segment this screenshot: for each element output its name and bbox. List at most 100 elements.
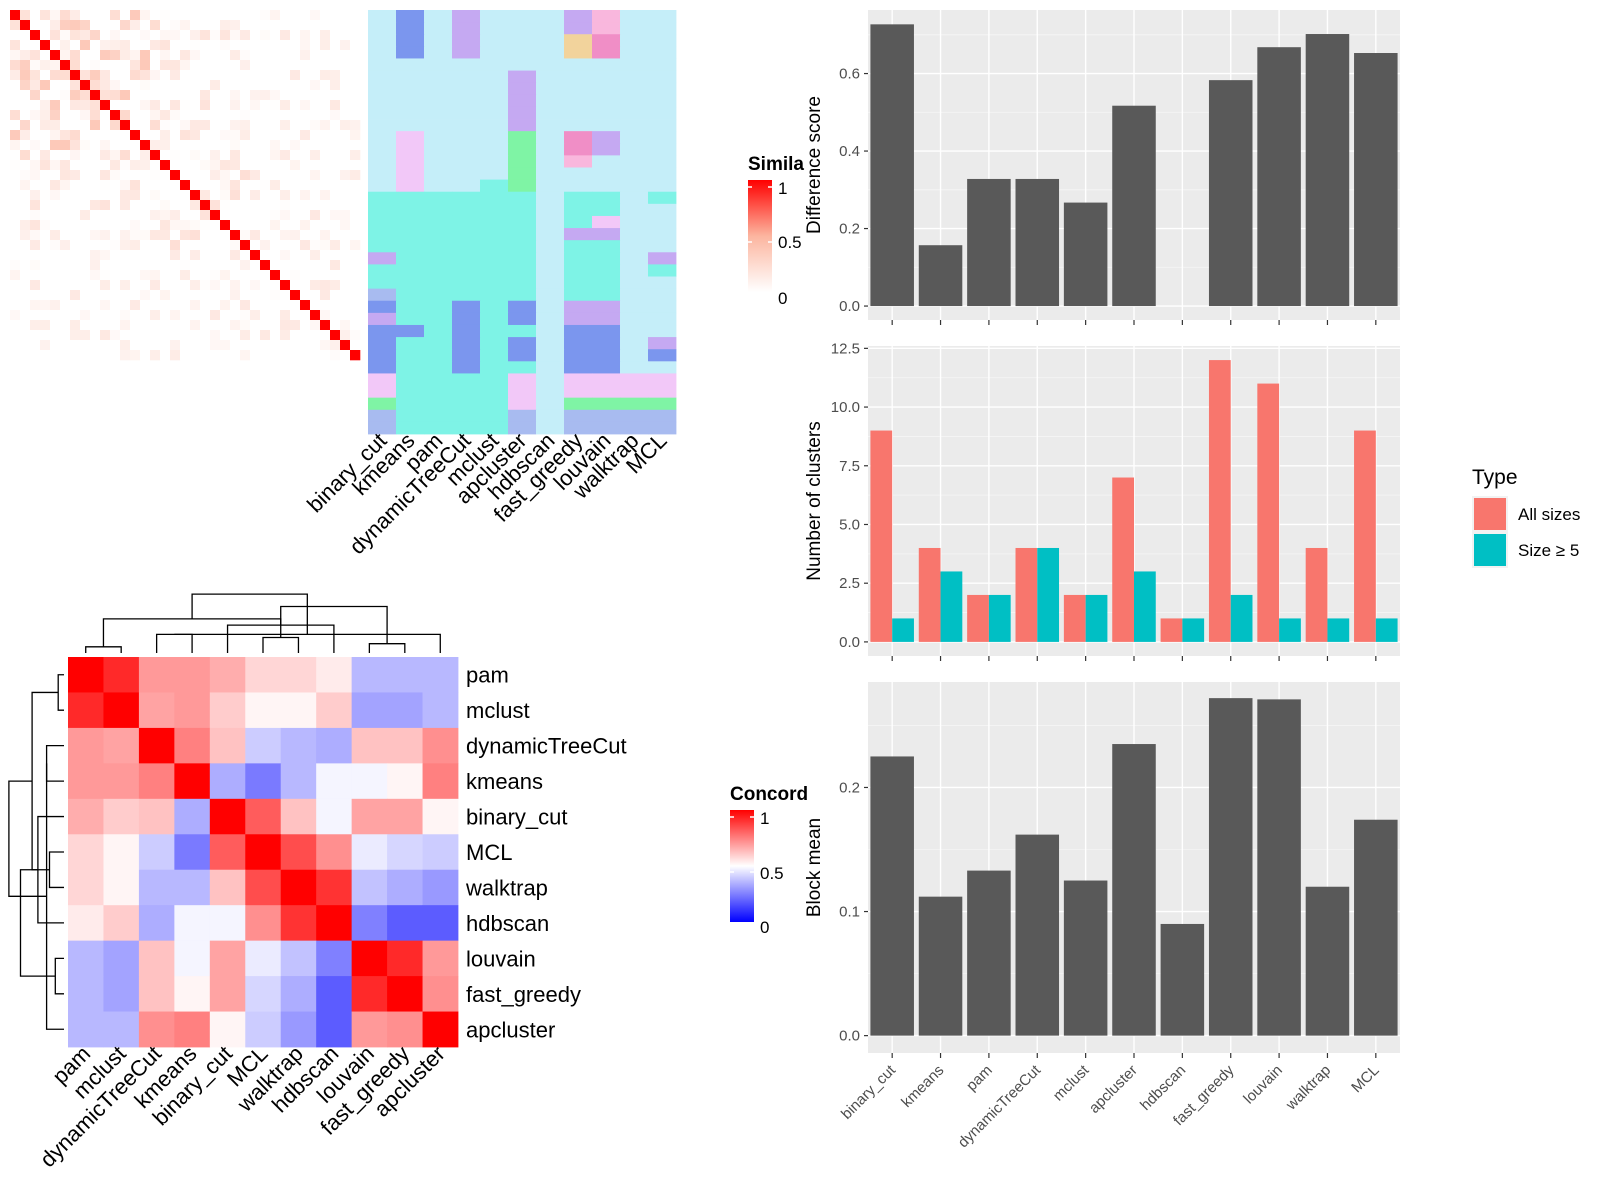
similarity-cell [350, 140, 361, 151]
similarity-cell [130, 70, 141, 81]
concordance-cell [138, 657, 175, 693]
similarity-cell [130, 270, 141, 281]
concordance-row-dendrogram [8, 674, 64, 1030]
similarity-cell [110, 150, 121, 161]
membership-cell [536, 10, 565, 23]
similarity-cell [90, 330, 101, 341]
similarity-cell [240, 350, 251, 361]
concordance-cell [316, 763, 353, 800]
similarity-cell [170, 70, 181, 81]
concordance-cell [138, 976, 175, 1012]
similarity-cell [130, 150, 141, 161]
similarity-cell [40, 230, 51, 241]
similarity-cell [20, 320, 31, 331]
membership-cell [396, 228, 425, 241]
similarity-cell [30, 230, 41, 241]
membership-cell [536, 252, 565, 265]
similarity-cell [80, 210, 91, 221]
membership-cell [564, 82, 593, 96]
similarity-cell [300, 240, 311, 251]
similarity-cell [80, 270, 91, 281]
similarity-cell [70, 240, 81, 251]
similarity-cell [150, 100, 161, 111]
similarity-cell [250, 230, 261, 241]
similarity-cell [250, 160, 261, 171]
similarity-cell [310, 210, 321, 221]
similarity-cell [180, 310, 191, 321]
membership-cell [620, 409, 649, 423]
membership-cell [564, 337, 593, 350]
membership-cell [648, 167, 677, 180]
similarity-cell [80, 100, 91, 111]
similarity-cell [70, 300, 81, 311]
membership-cell [592, 167, 621, 180]
similarity-cell [250, 110, 261, 121]
membership-cell [564, 252, 593, 265]
similarity-cell [180, 70, 191, 81]
concordance-cell [103, 834, 140, 871]
membership-cell [592, 264, 621, 277]
similarity-cell [340, 160, 351, 171]
similarity-cell [110, 70, 121, 81]
membership-cell [536, 324, 565, 338]
similarity-cell [180, 330, 191, 341]
similarity-cell [80, 50, 91, 61]
concordance-cell [351, 976, 388, 1012]
similarity-cell [60, 310, 71, 321]
concordance-cell [387, 869, 423, 906]
similarity-cell [80, 300, 91, 311]
similarity-cell [310, 60, 321, 71]
similarity-cell [60, 50, 71, 61]
membership-cell [508, 228, 537, 241]
similarity-cell [90, 110, 101, 121]
similarity-cell [240, 30, 251, 41]
similarity-cell [180, 120, 191, 131]
bar [1112, 744, 1156, 1036]
similarity-cell [170, 140, 181, 151]
similarity-cell [240, 140, 251, 151]
concordance-cell [209, 798, 246, 835]
membership-cell [368, 252, 397, 265]
similarity-cell [100, 30, 111, 41]
similarity-cell [150, 270, 161, 281]
similarity-cell [50, 290, 61, 301]
membership-cell [536, 82, 565, 96]
membership-cell [424, 155, 453, 168]
similarity-cell [230, 310, 241, 321]
similarity-cell [30, 250, 41, 261]
similarity-cell [260, 90, 271, 101]
concordance-cell [174, 834, 211, 871]
similarity-cell [330, 20, 341, 31]
similarity-cell [260, 60, 271, 71]
similarity-cell [60, 100, 71, 111]
similarity-cell [150, 90, 161, 101]
similarity-cell [100, 290, 111, 301]
similarity-cell [190, 30, 201, 41]
membership-cell [368, 82, 397, 96]
similarity-cell [170, 270, 181, 281]
similarity-cell [170, 20, 181, 31]
similarity-cell [310, 340, 321, 351]
membership-cell [396, 143, 425, 156]
similarity-cell [130, 310, 141, 321]
similarity-cell [80, 110, 91, 121]
membership-cell [452, 58, 481, 71]
y-tick-label: 0.0 [839, 298, 860, 315]
similarity-cell [330, 150, 341, 161]
membership-cell [396, 215, 425, 229]
similarity-cell [90, 320, 101, 331]
similarity-cell [260, 310, 271, 321]
membership-cell [592, 288, 621, 302]
membership-cell [452, 155, 481, 168]
bar [1354, 53, 1398, 307]
similarity-cell [10, 40, 21, 51]
similarity-cell [250, 320, 261, 331]
membership-cell [424, 203, 453, 217]
membership-cell [592, 228, 621, 241]
concordance-cell [103, 1011, 140, 1048]
similarity-cell [40, 40, 51, 51]
similarity-cell [60, 250, 71, 261]
similarity-cell [150, 30, 161, 41]
similarity-cell [340, 190, 351, 201]
similarity-cell [70, 120, 81, 131]
